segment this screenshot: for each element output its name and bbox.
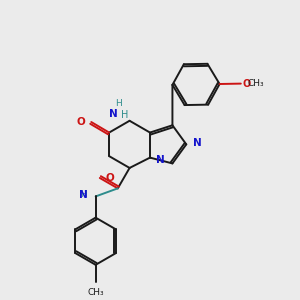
Text: H: H	[121, 110, 128, 121]
Text: H: H	[115, 99, 122, 108]
Text: N: N	[157, 155, 165, 165]
Text: CH₃: CH₃	[247, 79, 264, 88]
Text: N: N	[193, 138, 202, 148]
Text: O: O	[243, 79, 251, 88]
Text: N: N	[79, 190, 88, 200]
Text: O: O	[76, 117, 85, 127]
Text: O: O	[106, 173, 115, 183]
Text: N: N	[109, 109, 117, 119]
Text: CH₃: CH₃	[87, 288, 104, 297]
Text: H: H	[81, 190, 87, 200]
